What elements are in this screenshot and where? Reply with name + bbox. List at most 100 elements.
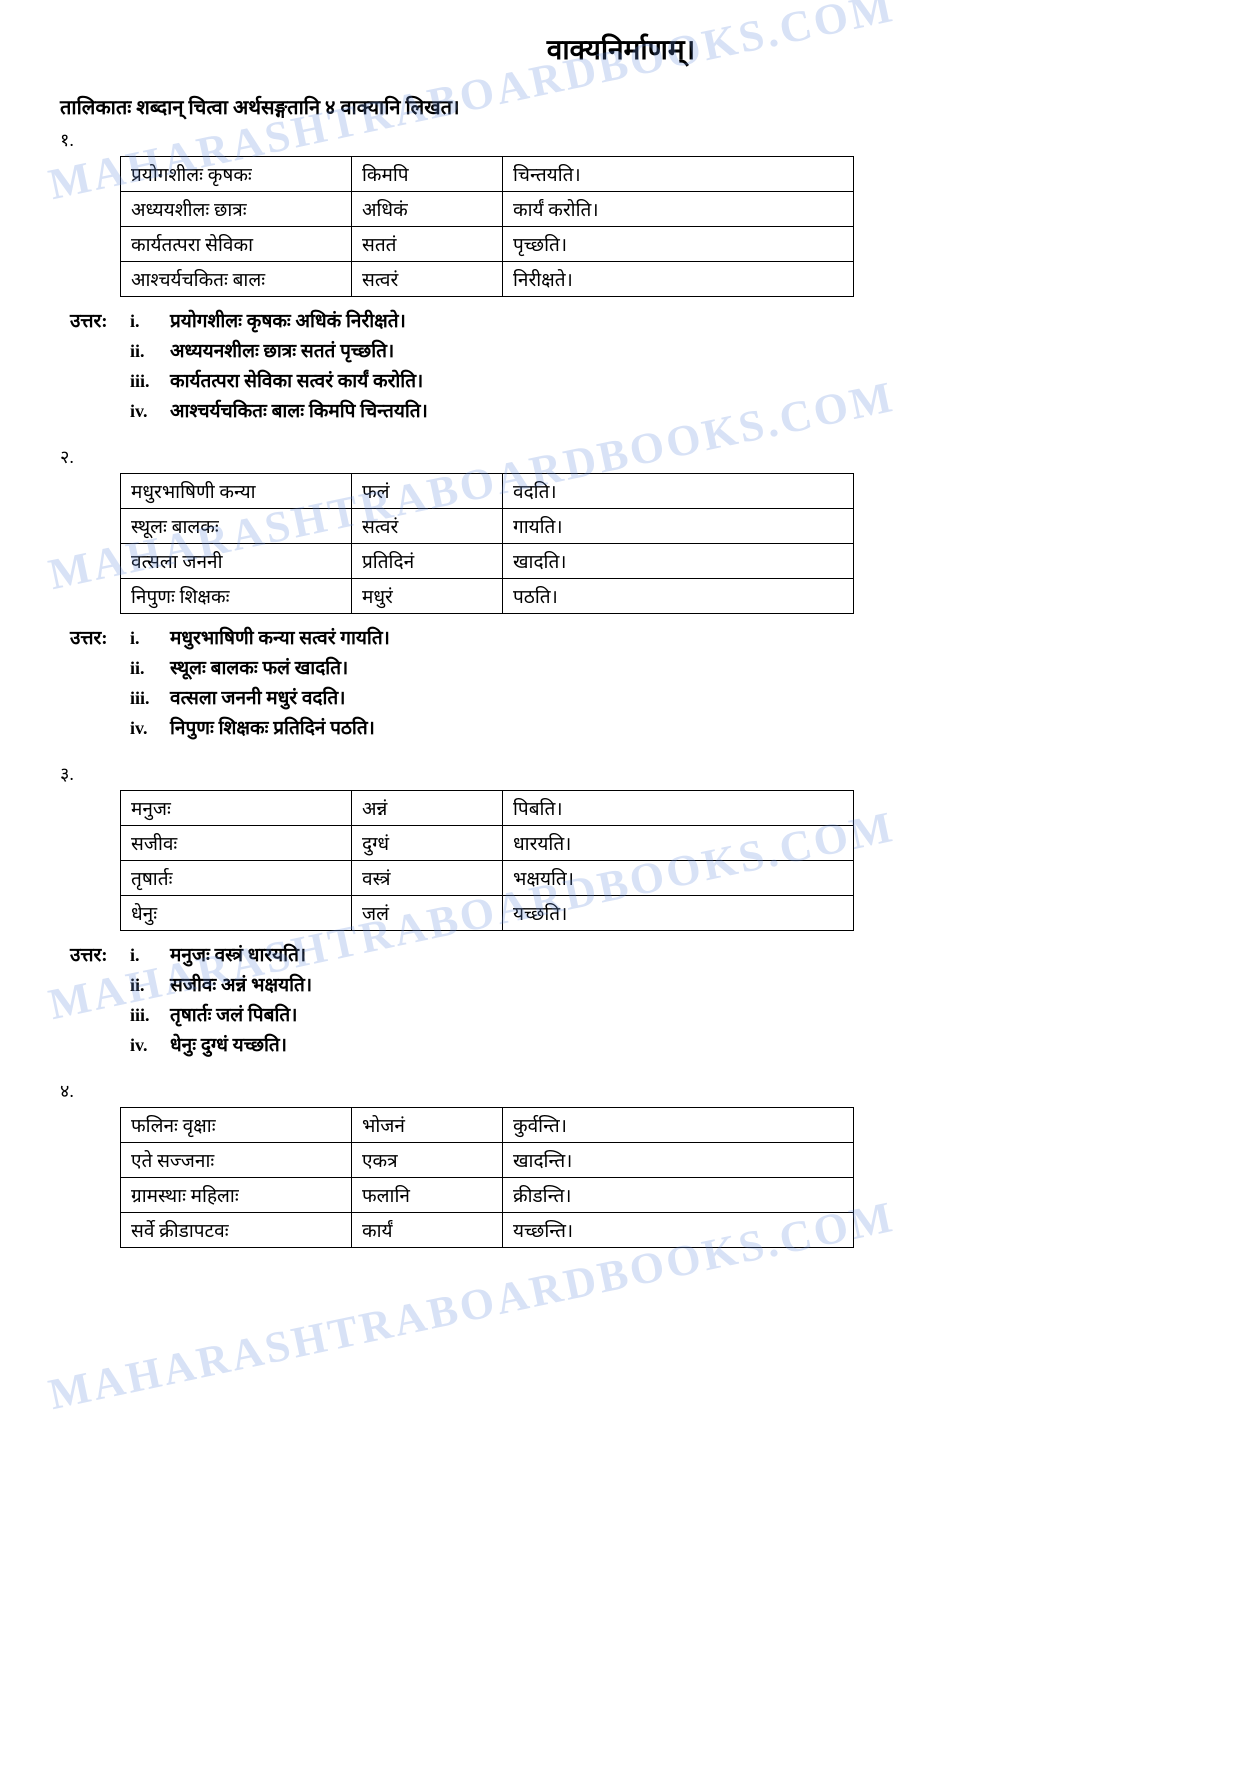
table-row: तृषार्तःवस्त्रंभक्षयति।	[121, 861, 854, 896]
table-cell: तृषार्तः	[121, 861, 352, 896]
table-cell: किमपि	[352, 157, 503, 192]
answer-roman: iv.	[130, 1035, 170, 1056]
table-cell: ग्रामस्थाः महिलाः	[121, 1178, 352, 1213]
table-row: निपुणः शिक्षकःमधुरंपठति।	[121, 579, 854, 614]
answers-block: उत्तर:i.मधुरभाषिणी कन्या सत्वरं गायति।ii…	[70, 624, 1182, 740]
answer-text: अध्ययनशीलः छात्रः सततं पृच्छति।	[170, 337, 394, 363]
table-cell: एते सज्जनाः	[121, 1143, 352, 1178]
answer-row: iv.धेनुः दुग्धं यच्छति।	[70, 1031, 1182, 1057]
table-cell: धेनुः	[121, 896, 352, 931]
answer-text: धेनुः दुग्धं यच्छति।	[170, 1031, 287, 1057]
table-row: सजीवःदुग्धंधारयति।	[121, 826, 854, 861]
table-cell: कार्यतत्परा सेविका	[121, 227, 352, 262]
answer-row: ii.स्थूलः बालकः फलं खादति।	[70, 654, 1182, 680]
table-cell: मधुरभाषिणी कन्या	[121, 474, 352, 509]
table-row: सर्वे क्रीडापटवःकार्यंयच्छन्ति।	[121, 1213, 854, 1248]
word-table: प्रयोगशीलः कृषकःकिमपिचिन्तयति।अध्ययशीलः …	[120, 156, 854, 297]
answer-text: सजीवः अन्नं भक्षयति।	[170, 971, 312, 997]
answer-row: iii.कार्यतत्परा सेविका सत्वरं कार्यं करो…	[70, 367, 1182, 393]
answer-roman: i.	[130, 945, 170, 966]
answer-roman: iv.	[130, 718, 170, 739]
answer-text: तृषार्तः जलं पिबति।	[170, 1001, 297, 1027]
answer-text: मधुरभाषिणी कन्या सत्वरं गायति।	[170, 624, 390, 650]
question-section: ४.फलिनः वृक्षाःभोजनंकुर्वन्ति।एते सज्जना…	[60, 1079, 1182, 1248]
table-cell: फलिनः वृक्षाः	[121, 1108, 352, 1143]
answer-row: iii.तृषार्तः जलं पिबति।	[70, 1001, 1182, 1027]
table-cell: निरीक्षते।	[503, 262, 854, 297]
answers-block: उत्तर:i.प्रयोगशीलः कृषकः अधिकं निरीक्षते…	[70, 307, 1182, 423]
table-cell: स्थूलः बालकः	[121, 509, 352, 544]
answer-text: आश्चर्यचकितः बालः किमपि चिन्तयति।	[170, 397, 428, 423]
table-cell: जलं	[352, 896, 503, 931]
answer-roman: ii.	[130, 658, 170, 679]
table-cell: अन्नं	[352, 791, 503, 826]
question-section: १.प्रयोगशीलः कृषकःकिमपिचिन्तयति।अध्ययशील…	[60, 128, 1182, 423]
table-cell: मधुरं	[352, 579, 503, 614]
page-title: वाक्यनिर्माणम्।	[60, 30, 1182, 68]
table-row: ग्रामस्थाः महिलाःफलानिक्रीडन्ति।	[121, 1178, 854, 1213]
table-cell: सर्वे क्रीडापटवः	[121, 1213, 352, 1248]
table-row: वत्सला जननीप्रतिदिनंखादति।	[121, 544, 854, 579]
answer-row: उत्तर:i.मधुरभाषिणी कन्या सत्वरं गायति।	[70, 624, 1182, 650]
word-table: फलिनः वृक्षाःभोजनंकुर्वन्ति।एते सज्जनाःए…	[120, 1107, 854, 1248]
table-cell: वस्त्रं	[352, 861, 503, 896]
table-cell: प्रयोगशीलः कृषकः	[121, 157, 352, 192]
table-cell: भोजनं	[352, 1108, 503, 1143]
table-cell: वदति।	[503, 474, 854, 509]
word-table: मनुजःअन्नंपिबति।सजीवःदुग्धंधारयति।तृषार्…	[120, 790, 854, 931]
answer-row: उत्तर:i.मनुजः वस्त्रं धारयति।	[70, 941, 1182, 967]
table-cell: गायति।	[503, 509, 854, 544]
table-row: अध्ययशीलः छात्रःअधिकंकार्यं करोति।	[121, 192, 854, 227]
table-cell: चिन्तयति।	[503, 157, 854, 192]
table-cell: कुर्वन्ति।	[503, 1108, 854, 1143]
answer-row: ii.सजीवः अन्नं भक्षयति।	[70, 971, 1182, 997]
answer-label: उत्तर:	[70, 941, 130, 967]
table-row: मधुरभाषिणी कन्याफलंवदति।	[121, 474, 854, 509]
question-section: ३.मनुजःअन्नंपिबति।सजीवःदुग्धंधारयति।तृषा…	[60, 762, 1182, 1057]
table-cell: एकत्र	[352, 1143, 503, 1178]
table-cell: पठति।	[503, 579, 854, 614]
answer-row: iv.निपुणः शिक्षकः प्रतिदिनं पठति।	[70, 714, 1182, 740]
table-cell: क्रीडन्ति।	[503, 1178, 854, 1213]
table-cell: खादन्ति।	[503, 1143, 854, 1178]
table-row: मनुजःअन्नंपिबति।	[121, 791, 854, 826]
table-cell: मनुजः	[121, 791, 352, 826]
answer-row: iii.वत्सला जननी मधुरं वदति।	[70, 684, 1182, 710]
table-cell: सजीवः	[121, 826, 352, 861]
answer-roman: iii.	[130, 371, 170, 392]
table-cell: सत्वरं	[352, 262, 503, 297]
question-section: २.मधुरभाषिणी कन्याफलंवदति।स्थूलः बालकःसत…	[60, 445, 1182, 740]
table-cell: कार्यं	[352, 1213, 503, 1248]
table-cell: सत्वरं	[352, 509, 503, 544]
question-number: २.	[60, 445, 1182, 469]
answer-text: वत्सला जननी मधुरं वदति।	[170, 684, 345, 710]
table-row: आश्चर्यचकितः बालःसत्वरंनिरीक्षते।	[121, 262, 854, 297]
answer-text: प्रयोगशीलः कृषकः अधिकं निरीक्षते।	[170, 307, 406, 333]
question-number: ३.	[60, 762, 1182, 786]
table-cell: फलं	[352, 474, 503, 509]
answer-text: स्थूलः बालकः फलं खादति।	[170, 654, 348, 680]
table-row: स्थूलः बालकःसत्वरंगायति।	[121, 509, 854, 544]
table-cell: कार्यं करोति।	[503, 192, 854, 227]
answer-roman: i.	[130, 311, 170, 332]
table-cell: भक्षयति।	[503, 861, 854, 896]
question-number: ४.	[60, 1079, 1182, 1103]
table-cell: अध्ययशीलः छात्रः	[121, 192, 352, 227]
table-cell: पिबति।	[503, 791, 854, 826]
answer-roman: i.	[130, 628, 170, 649]
table-cell: खादति।	[503, 544, 854, 579]
answer-label: उत्तर:	[70, 624, 130, 650]
table-cell: यच्छति।	[503, 896, 854, 931]
table-cell: यच्छन्ति।	[503, 1213, 854, 1248]
instruction-text: तालिकातः शब्दान् चित्वा अर्थसङ्गतानि ४ व…	[60, 93, 1182, 120]
table-cell: धारयति।	[503, 826, 854, 861]
table-row: प्रयोगशीलः कृषकःकिमपिचिन्तयति।	[121, 157, 854, 192]
question-number: १.	[60, 128, 1182, 152]
answer-text: निपुणः शिक्षकः प्रतिदिनं पठति।	[170, 714, 375, 740]
table-row: फलिनः वृक्षाःभोजनंकुर्वन्ति।	[121, 1108, 854, 1143]
answer-roman: iv.	[130, 401, 170, 422]
table-cell: पृच्छति।	[503, 227, 854, 262]
table-cell: आश्चर्यचकितः बालः	[121, 262, 352, 297]
answer-roman: ii.	[130, 975, 170, 996]
answer-roman: iii.	[130, 688, 170, 709]
